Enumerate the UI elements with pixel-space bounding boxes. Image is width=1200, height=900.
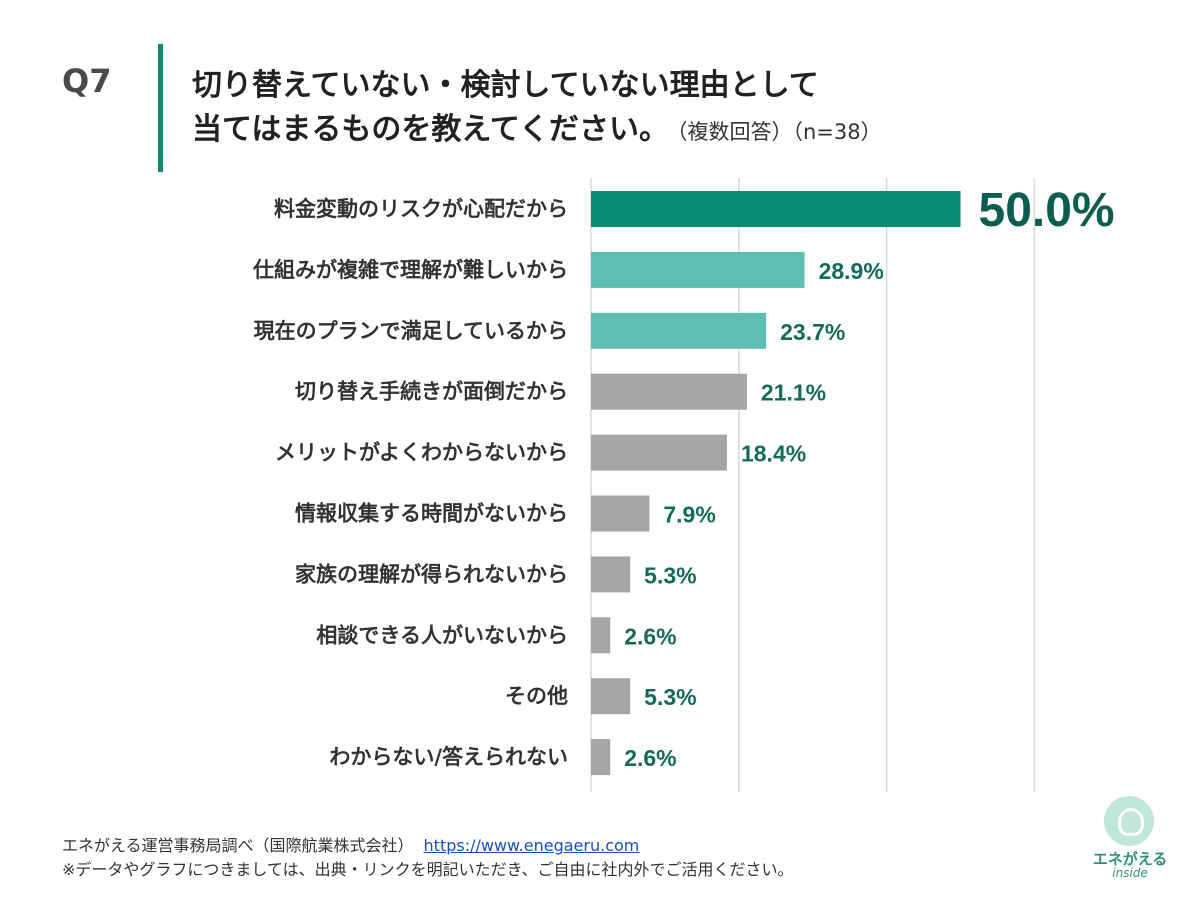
value-label: 2.6% <box>624 745 676 771</box>
category-label: メリットがよくわからないから <box>275 441 568 465</box>
value-label: 23.7% <box>780 319 845 345</box>
value-label: 7.9% <box>663 502 715 528</box>
title-accent-bar <box>158 44 163 172</box>
bar <box>591 251 805 288</box>
footer-source: エネがえる運営事務局調べ（国際航業株式会社） <box>62 836 414 855</box>
bar <box>591 495 650 532</box>
bar <box>591 556 631 593</box>
footer-source-line: エネがえる運営事務局調べ（国際航業株式会社） https://www.enegae… <box>62 832 639 856</box>
category-label: 仕組みが複雑で理解が難しいから <box>252 258 568 282</box>
value-label: 21.1% <box>761 380 826 406</box>
category-label: 切り替え手続きが面倒だから <box>295 380 568 404</box>
category-label: 料金変動のリスクが心配だから <box>274 197 568 221</box>
value-label: 2.6% <box>624 623 676 649</box>
value-label: 5.3% <box>644 562 696 588</box>
footer-note: ※データやグラフにつきましては、出典・リンクを明記いただき、ご自由に社内外でご活… <box>62 860 794 879</box>
category-label: 現在のプランで満足しているから <box>254 319 568 343</box>
question-number: Q7 <box>62 62 112 100</box>
logo-sub: inside <box>1112 866 1148 880</box>
answer-note: （複数回答）（n=38） <box>677 120 882 144</box>
logo-name: エネがえる <box>1092 850 1168 868</box>
footer-url-link[interactable]: https://www.enegaeru.com <box>423 836 640 855</box>
category-label: 相談できる人がいないから <box>316 623 568 647</box>
value-label: 50.0% <box>979 184 1115 237</box>
bar <box>591 191 961 227</box>
enegaeru-logo: エネがえる inside <box>1090 796 1180 886</box>
bar <box>591 312 767 349</box>
category-label: 情報収集する時間がないから <box>295 502 568 526</box>
value-label: 18.4% <box>741 441 806 467</box>
lightbulb-icon <box>1118 808 1144 836</box>
bar <box>591 434 727 471</box>
bar <box>591 373 747 410</box>
labels: 料金変動のリスクが心配だから 50.0% 仕組みが複雑で理解が難しいから 28.9% 現… <box>252 184 1115 771</box>
value-label: 28.9% <box>819 258 884 284</box>
bars <box>591 191 961 776</box>
category-label: 家族の理解が得られないから <box>295 562 568 586</box>
bar <box>591 678 631 715</box>
chart-title-line2-text: 当てはまるものを教えてください。 <box>192 112 669 147</box>
bar <box>591 617 611 654</box>
category-label: わからない/答えられない <box>329 745 568 769</box>
bar <box>591 739 611 776</box>
value-label: 5.3% <box>644 684 696 710</box>
chart-title-line2: 当てはまるものを教えてください。 （複数回答）（n=38） <box>192 104 882 148</box>
chart-title-line1: 切り替えていない・検討していない理由として <box>192 68 819 103</box>
category-label: その他 <box>505 684 568 708</box>
